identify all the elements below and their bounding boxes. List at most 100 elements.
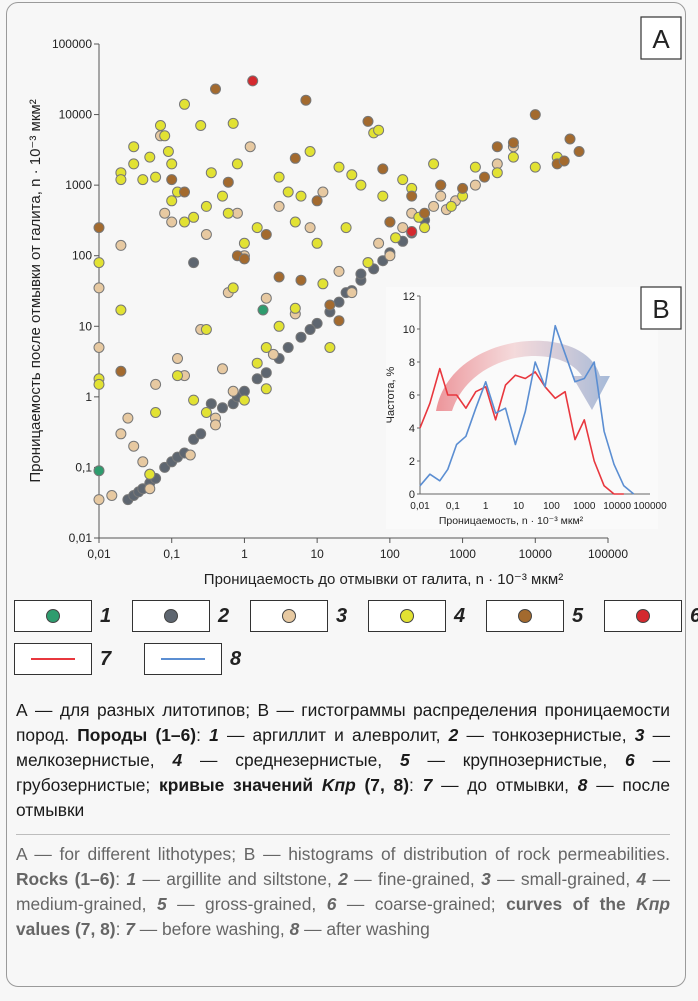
scatter-point-4	[419, 222, 431, 234]
scatter-point-4	[115, 304, 127, 316]
scatter-point-4	[128, 158, 140, 170]
y-tick-label-a: 0,1	[75, 460, 92, 474]
scatter-point-5	[384, 216, 396, 228]
scatter-point-4	[238, 237, 250, 249]
y-tick-label-b: 2	[409, 456, 415, 468]
legend-item-3: 3	[250, 600, 358, 632]
scatter-point-4	[144, 468, 156, 480]
legend-number: 1	[100, 604, 112, 627]
legend-swatch-box	[14, 600, 92, 632]
y-tick-label-b: 4	[409, 423, 415, 435]
scatter-point-3	[346, 287, 358, 299]
y-tick-label-b: 10	[403, 324, 415, 336]
caption-russian: А — для разных литотипов; В — гистограмм…	[16, 700, 671, 820]
scatter-point-5	[333, 315, 345, 327]
scatter-point-3	[428, 200, 440, 212]
scatter-point-4	[507, 151, 519, 163]
legend-dot-icon	[400, 609, 414, 623]
legend-dot-icon	[518, 609, 532, 623]
legend-number: 8	[230, 647, 242, 670]
scatter-point-4	[529, 161, 541, 173]
scatter-point-5	[377, 163, 389, 175]
scatter-point-4	[144, 151, 156, 163]
series-line-8	[419, 324, 635, 495]
legend-item-7: 7	[14, 643, 122, 675]
legend-swatch-box	[604, 600, 682, 632]
y-tick-label-a: 100	[72, 249, 92, 263]
scatter-point-4	[150, 407, 162, 418]
scatter-point-4	[273, 320, 285, 332]
x-axis-title-b: Проницаемость, n · 10⁻³ мкм²	[439, 515, 584, 527]
scatter-point-5	[210, 83, 221, 95]
scatter-point-3	[373, 237, 385, 249]
scatter-point-4	[304, 146, 316, 157]
caption-english: A — for different lithotypes; B — histog…	[16, 844, 670, 939]
legend-swatch-box	[132, 600, 210, 632]
scatter-point-3	[115, 239, 127, 251]
scatter-point-2	[282, 342, 294, 353]
legend-dot-icon	[282, 609, 296, 623]
scatter-point-2	[217, 402, 228, 414]
y-axis-title-a: Проницаемость после отмывки от галита, n…	[27, 99, 44, 482]
legend-swatch-box	[144, 643, 222, 675]
scatter-point-3	[384, 250, 396, 262]
scatter-point-3	[227, 385, 239, 397]
scatter-point-2	[295, 331, 307, 343]
scatter-point-4	[222, 207, 234, 219]
scatter-point-4	[373, 124, 385, 136]
scatter-point-3	[317, 186, 329, 198]
legend-item-6: 6	[604, 600, 698, 632]
scatter-point-3	[159, 207, 171, 219]
scatter-point-5	[479, 171, 490, 183]
legend-dot-icon	[46, 609, 60, 623]
scatter-point-5	[289, 152, 301, 164]
scatter-point-3	[144, 483, 156, 495]
scatter-point-3	[93, 342, 105, 353]
scatter-point-4	[324, 342, 336, 353]
scatter-point-4	[397, 174, 409, 186]
legend-number: 5	[572, 604, 584, 627]
panel-label-a: A	[652, 24, 670, 54]
scatter-point-4	[179, 216, 190, 228]
scatter-point-3	[231, 207, 243, 219]
scatter-point-3	[122, 412, 134, 424]
y-tick-label-a: 1000	[65, 178, 92, 192]
scatter-point-4	[195, 120, 207, 131]
scatter-point-5	[93, 222, 105, 234]
y-tick-label-a: 100000	[52, 37, 92, 51]
legend-number: 4	[454, 604, 466, 627]
scatter-point-3	[469, 179, 481, 191]
scatter-point-4	[251, 357, 263, 369]
y-tick-label-b: 0	[409, 489, 415, 501]
legend-item-8: 8	[144, 643, 252, 675]
scatter-point-5	[166, 174, 178, 186]
chart-b-background	[386, 287, 658, 529]
scatter-point-5	[564, 133, 576, 145]
scatter-point-4	[273, 171, 285, 183]
x-tick-label-b: 10000	[603, 501, 631, 512]
y-tick-label-a: 10000	[59, 108, 93, 122]
scatter-point-5	[260, 229, 272, 240]
scatter-point-6	[406, 226, 418, 237]
x-tick-label-b: 100	[543, 501, 560, 512]
scatter-point-5	[238, 253, 250, 265]
scatter-point-5	[435, 179, 447, 191]
scatter-point-5	[457, 182, 469, 194]
scatter-point-4	[227, 117, 239, 129]
scatter-point-3	[172, 353, 183, 364]
scatter-point-3	[267, 348, 279, 360]
scatter-point-3	[115, 428, 127, 440]
scatter-point-3	[106, 490, 118, 501]
scatter-point-4	[172, 370, 183, 382]
scatter-point-2	[355, 268, 367, 280]
scatter-point-4	[333, 161, 345, 173]
legend-number: 2	[218, 604, 230, 627]
x-tick-label-a: 1000	[449, 547, 476, 561]
panel-label-box-b	[640, 286, 682, 330]
scatter-point-4	[295, 190, 307, 202]
scatter-point-2	[195, 428, 207, 440]
scatter-point-4	[282, 186, 294, 198]
scatter-point-4	[355, 179, 367, 191]
